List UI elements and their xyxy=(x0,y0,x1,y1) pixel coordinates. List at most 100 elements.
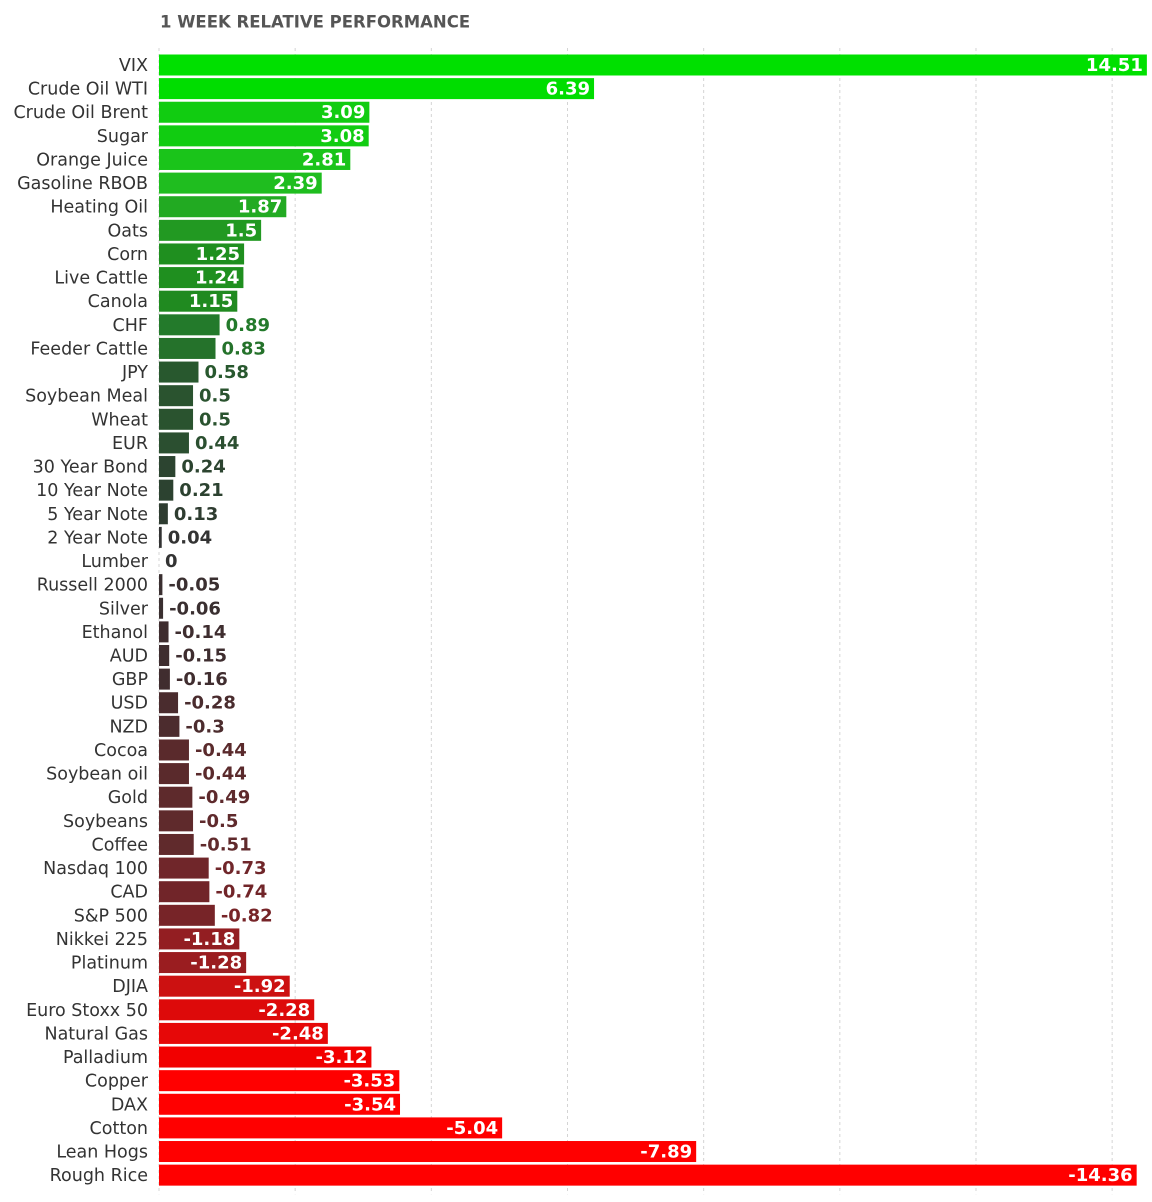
category-label: Cocoa xyxy=(94,741,148,761)
value-label: 1.5 xyxy=(225,220,257,241)
category-label: GBP xyxy=(112,670,148,690)
value-label: -1.18 xyxy=(183,929,235,950)
category-label: Russell 2000 xyxy=(37,576,148,596)
value-label: -14.36 xyxy=(1068,1165,1132,1186)
category-label: DAX xyxy=(111,1095,148,1115)
category-label: S&P 500 xyxy=(74,906,148,926)
bar xyxy=(159,763,189,785)
bar xyxy=(159,503,168,525)
bar xyxy=(159,54,1147,76)
category-label: Lumber xyxy=(81,552,148,572)
category-label: 30 Year Bond xyxy=(33,458,148,478)
bar xyxy=(159,904,215,926)
bar xyxy=(159,999,315,1021)
category-label: Crude Oil Brent xyxy=(13,103,148,123)
bar xyxy=(159,385,194,407)
category-label: Canola xyxy=(88,292,148,312)
category-label: CHF xyxy=(113,316,148,336)
category-label: Palladium xyxy=(63,1048,148,1068)
bar xyxy=(159,810,194,832)
bar xyxy=(159,645,170,666)
category-label: Orange Juice xyxy=(36,150,148,170)
value-label: 2.81 xyxy=(302,149,346,170)
value-label: 1.25 xyxy=(196,244,240,265)
bar xyxy=(159,1046,372,1068)
value-label: -0.49 xyxy=(198,787,250,808)
value-label: 0.5 xyxy=(199,386,231,407)
value-label: 3.08 xyxy=(320,126,364,147)
bar xyxy=(159,715,180,737)
category-label: Corn xyxy=(107,245,148,265)
bar xyxy=(159,526,162,548)
category-label: Euro Stoxx 50 xyxy=(26,1001,148,1021)
bar xyxy=(159,881,210,903)
value-label: 0.04 xyxy=(168,527,212,548)
bar xyxy=(159,408,194,430)
bar xyxy=(159,337,216,359)
bar xyxy=(159,243,245,265)
category-label: Soybean Meal xyxy=(25,387,148,407)
bar xyxy=(159,857,209,879)
category-label: Crude Oil WTI xyxy=(28,80,148,100)
bar xyxy=(159,952,247,974)
bar xyxy=(159,479,174,501)
value-label: 1.87 xyxy=(238,197,282,218)
value-label: 1.15 xyxy=(189,291,233,312)
category-label: Soybeans xyxy=(63,812,148,832)
bar xyxy=(159,78,595,100)
category-label: Lean Hogs xyxy=(56,1143,148,1163)
category-label: Heating Oil xyxy=(50,198,148,218)
value-label: -3.12 xyxy=(316,1047,368,1068)
bar xyxy=(159,668,170,690)
bar xyxy=(159,125,369,147)
value-label: -0.73 xyxy=(215,858,267,879)
value-label: -3.54 xyxy=(344,1094,396,1115)
category-label: Feeder Cattle xyxy=(30,339,148,359)
value-label: 0.24 xyxy=(181,457,225,478)
bar xyxy=(159,456,176,478)
category-label: Wheat xyxy=(91,410,148,430)
value-label: 14.51 xyxy=(1086,55,1143,76)
category-label: Nasdaq 100 xyxy=(43,859,148,879)
value-label: -1.28 xyxy=(190,953,242,974)
bar xyxy=(159,574,163,596)
bar xyxy=(159,1093,401,1115)
category-label: Live Cattle xyxy=(54,269,148,289)
value-label: -0.28 xyxy=(184,693,236,714)
category-label: Natural Gas xyxy=(44,1024,148,1044)
category-label: Rough Rice xyxy=(50,1166,148,1186)
category-label: Ethanol xyxy=(82,623,148,643)
category-label: Nikkei 225 xyxy=(56,930,148,950)
bar xyxy=(159,432,189,454)
category-label: Coffee xyxy=(91,835,148,855)
value-label: -0.14 xyxy=(175,622,227,643)
value-label: 0.83 xyxy=(222,338,266,359)
category-label: Sugar xyxy=(97,127,149,147)
value-label: -0.05 xyxy=(168,575,220,596)
category-label: USD xyxy=(111,694,148,714)
value-label: 0.5 xyxy=(199,409,231,430)
bar xyxy=(159,975,290,997)
value-label: 0.89 xyxy=(226,315,270,336)
category-label: AUD xyxy=(110,647,148,667)
bar xyxy=(159,786,193,808)
value-label: 6.39 xyxy=(546,79,590,100)
bar xyxy=(159,1070,400,1092)
bar xyxy=(159,928,240,950)
bar xyxy=(159,1117,503,1139)
bar xyxy=(159,1141,697,1163)
category-label: CAD xyxy=(110,883,148,903)
bar xyxy=(159,597,164,619)
category-label: JPY xyxy=(121,363,148,383)
value-label: -0.44 xyxy=(195,740,247,761)
value-label: 0.58 xyxy=(204,362,248,383)
category-label: Copper xyxy=(85,1072,149,1092)
value-label: -0.5 xyxy=(199,811,238,832)
value-label: -0.06 xyxy=(169,598,221,619)
bar xyxy=(159,1022,328,1044)
value-label: 2.39 xyxy=(273,173,317,194)
category-label: DJIA xyxy=(112,977,148,997)
value-label: -1.92 xyxy=(234,976,286,997)
value-label: -0.74 xyxy=(215,882,267,903)
value-label: 0.44 xyxy=(195,433,239,454)
